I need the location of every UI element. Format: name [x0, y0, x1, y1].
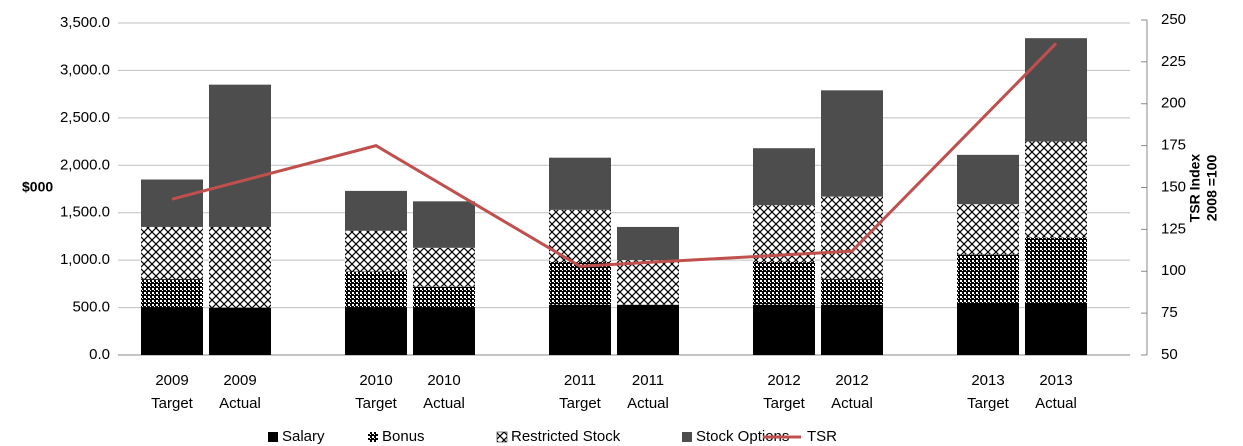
x-tick-label: 2013 Target [967, 372, 1009, 412]
bar-segment [821, 196, 883, 280]
bar-segment [413, 286, 475, 308]
bar-segment [345, 307, 407, 355]
legend-label: TSR [807, 428, 837, 445]
y-tick-label: 3,500.0 [60, 14, 110, 31]
y2-axis-label: 2008 =100 [1204, 155, 1220, 222]
legend-marker [368, 432, 378, 442]
y2-tick-label: 175 [1161, 137, 1186, 154]
y2-tick-label: 225 [1161, 53, 1186, 70]
x-tick-label: 2012 Actual [831, 372, 873, 412]
y2-axis-label: TSR Index [1187, 154, 1203, 223]
legend-label: Salary [282, 428, 325, 445]
bar-segment [1025, 302, 1087, 355]
x-tick-label: 2011 Target [559, 372, 601, 412]
bar-segment [141, 279, 203, 308]
legend-marker [496, 431, 508, 443]
bar-segment [821, 279, 883, 305]
bar-segment [957, 204, 1019, 255]
y-axis-label: $000 [22, 179, 53, 195]
y-tick-label: 3,000.0 [60, 61, 110, 78]
bar-segment [549, 262, 611, 305]
legend-label: Stock Options [696, 428, 789, 445]
bar-segment [753, 148, 815, 206]
y2-tick-label: 250 [1161, 11, 1186, 28]
bar-segment [413, 201, 475, 248]
y2-tick-label: 75 [1161, 304, 1178, 321]
bar-segment [1025, 38, 1087, 142]
x-tick-label: 2009 Target [151, 372, 193, 412]
y2-tick-label: 200 [1161, 95, 1186, 112]
bar-segment [141, 307, 203, 355]
y-tick-label: 2,500.0 [60, 109, 110, 126]
bar-segment [1025, 237, 1087, 303]
x-tick-label: 2009 Actual [219, 372, 261, 412]
x-tick-label: 2012 Target [763, 372, 805, 412]
bar-segment [821, 90, 883, 197]
x-tick-label: 2010 Actual [423, 372, 465, 412]
x-tick-label: 2011 Actual [627, 372, 669, 412]
bar-segment [617, 304, 679, 355]
y-tick-label: 500.0 [72, 299, 110, 316]
bar-segment [957, 254, 1019, 303]
y-tick-label: 2,000.0 [60, 156, 110, 173]
bar-segment [141, 179, 203, 227]
bar-segment [617, 260, 679, 305]
bar-segment [345, 271, 407, 308]
y-tick-label: 1,500.0 [60, 204, 110, 221]
bar-segment [345, 230, 407, 272]
line-series [171, 42, 1058, 268]
bar-segment [413, 307, 475, 355]
bar-segment [753, 304, 815, 355]
legend-marker [268, 432, 278, 442]
x-tick-label: 2010 Target [355, 372, 397, 412]
bar-segment [753, 262, 815, 305]
bar-segment [957, 302, 1019, 355]
y-tick-label: 0.0 [89, 346, 110, 363]
y2-tick-label: 150 [1161, 178, 1186, 195]
bar-segment [549, 157, 611, 210]
bar-segment [617, 226, 679, 261]
bar-segment [957, 154, 1019, 205]
bar-segment [209, 307, 271, 355]
legend-label: Restricted Stock [511, 428, 621, 445]
legend-label: Bonus [382, 428, 425, 445]
legend-marker [682, 432, 692, 442]
bar-segment [209, 84, 271, 227]
bar-segment [821, 304, 883, 355]
x-tick-label: 2013 Actual [1035, 372, 1077, 412]
y2-tick-label: 50 [1161, 346, 1178, 363]
bar-segment [141, 226, 203, 280]
bar-segment [549, 304, 611, 355]
bar-segment [413, 247, 475, 287]
bar-segment [345, 190, 407, 231]
bar-segment [209, 226, 271, 308]
y2-tick-label: 125 [1161, 220, 1186, 237]
y-tick-label: 1,000.0 [60, 251, 110, 268]
y2-tick-label: 100 [1161, 262, 1186, 279]
bar-segment [1025, 141, 1087, 238]
